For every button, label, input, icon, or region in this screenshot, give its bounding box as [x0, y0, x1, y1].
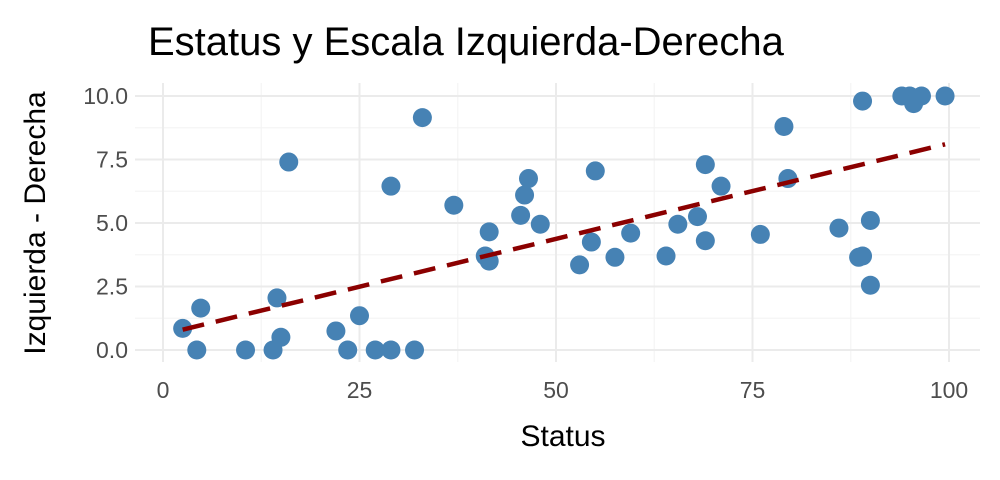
- x-tick-label: 0: [157, 377, 170, 403]
- data-point: [911, 86, 931, 106]
- data-point: [518, 169, 538, 189]
- data-point: [621, 223, 641, 243]
- data-point: [444, 195, 464, 215]
- data-point: [853, 246, 873, 266]
- y-axis-ticks: 0.0 2.5 5.0 7.5 10.0: [83, 83, 128, 363]
- data-point: [750, 224, 770, 244]
- data-point: [695, 155, 715, 175]
- data-point: [853, 91, 873, 111]
- data-point: [585, 161, 605, 181]
- x-axis-ticks: 0 25 50 75 100: [157, 377, 969, 403]
- grid: [135, 83, 980, 362]
- data-point: [935, 86, 955, 106]
- data-point: [350, 306, 369, 326]
- x-tick-label: 100: [930, 377, 968, 403]
- trend-line-group: [182, 142, 946, 332]
- data-point: [530, 214, 550, 234]
- data-point: [267, 288, 287, 308]
- data-point: [381, 176, 401, 196]
- trend-line: [182, 142, 946, 332]
- data-point: [668, 214, 688, 234]
- data-point: [187, 340, 207, 360]
- data-point: [860, 275, 880, 295]
- x-tick-label: 75: [740, 377, 766, 403]
- data-point: [191, 298, 211, 318]
- data-point: [515, 185, 535, 205]
- data-point: [405, 340, 425, 360]
- chart-title: Estatus y Escala Izquierda-Derecha: [148, 20, 785, 64]
- data-point: [338, 340, 358, 360]
- data-point: [860, 210, 880, 230]
- data-point: [236, 340, 256, 360]
- data-point: [511, 205, 531, 225]
- data-point: [774, 116, 794, 136]
- y-tick-label: 0.0: [96, 337, 128, 363]
- x-tick-label: 50: [543, 377, 569, 403]
- data-point: [687, 207, 707, 227]
- data-point: [326, 321, 346, 341]
- y-tick-label: 5.0: [96, 210, 128, 236]
- data-point: [479, 222, 499, 242]
- data-point: [271, 327, 291, 347]
- data-point: [829, 218, 849, 238]
- data-points: [173, 86, 955, 360]
- y-axis-title: Izquierda - Derecha: [19, 91, 52, 355]
- data-point: [279, 152, 299, 172]
- y-tick-label: 10.0: [83, 83, 128, 109]
- y-tick-label: 7.5: [96, 147, 128, 173]
- data-point: [381, 340, 401, 360]
- data-point: [570, 255, 590, 275]
- data-point: [656, 246, 676, 266]
- data-point: [412, 108, 432, 128]
- data-point: [605, 247, 625, 267]
- data-point: [695, 231, 715, 251]
- x-tick-label: 25: [347, 377, 373, 403]
- x-axis-title: Status: [520, 420, 605, 453]
- y-tick-label: 2.5: [96, 274, 128, 300]
- data-point: [711, 176, 731, 196]
- data-point: [581, 232, 601, 252]
- data-point: [365, 340, 385, 360]
